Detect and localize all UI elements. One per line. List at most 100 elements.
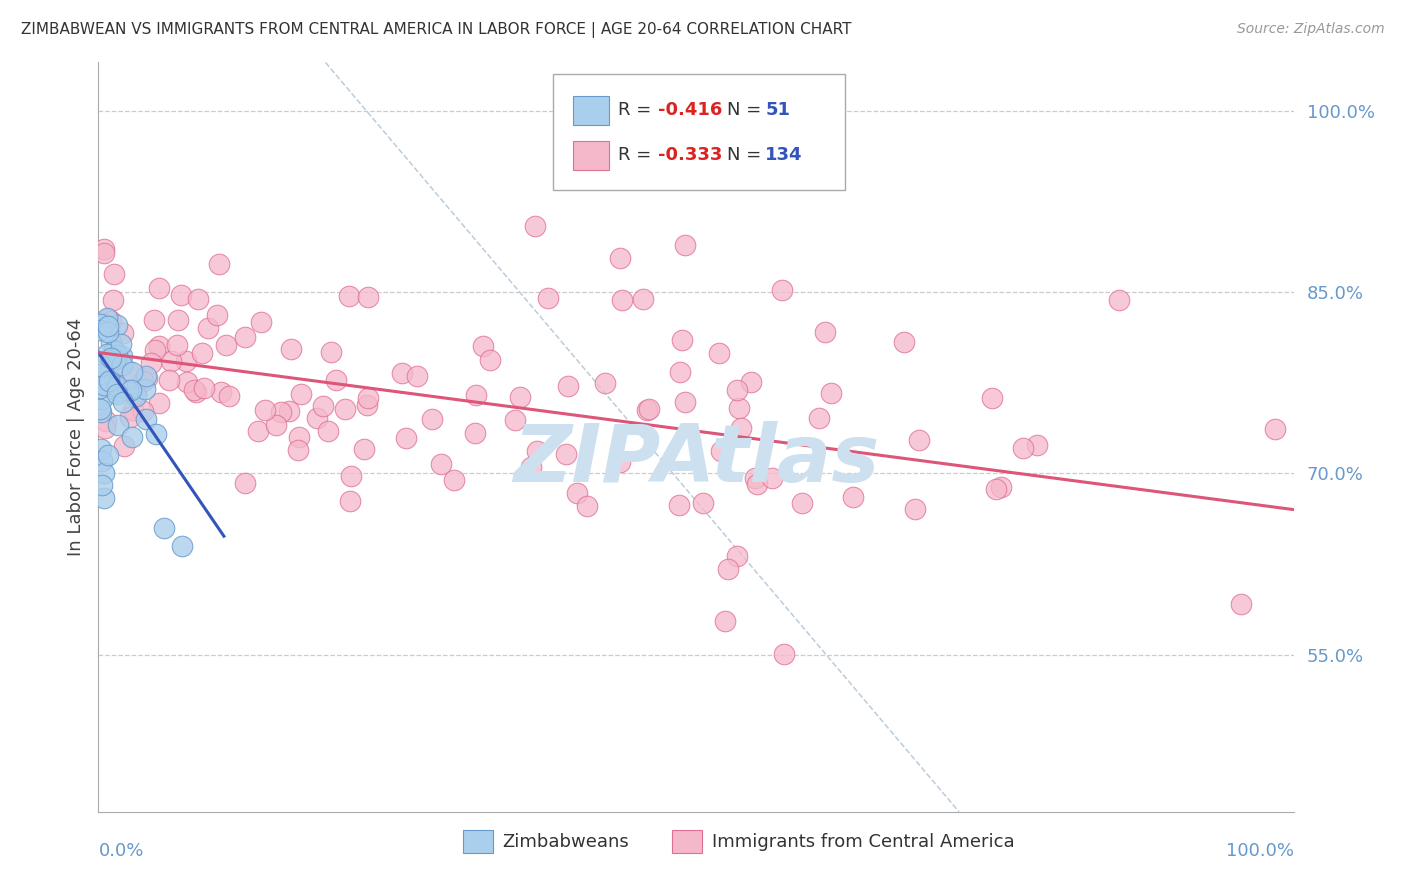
Point: [101, 350, 124, 364]
Point: [526, 444, 548, 458]
Point: [893, 334, 915, 349]
Point: [93, 467, 115, 481]
Point: [430, 457, 453, 471]
Point: [725, 383, 748, 397]
Point: [110, 359, 132, 373]
Point: [593, 376, 616, 390]
Point: [132, 404, 155, 418]
Point: [143, 343, 166, 357]
Point: [103, 343, 125, 357]
Point: [740, 375, 762, 389]
Point: [505, 413, 527, 427]
Point: [675, 395, 697, 409]
Point: [727, 401, 749, 415]
Point: [305, 411, 328, 425]
Point: [117, 384, 139, 398]
Point: [472, 339, 495, 353]
Point: [725, 549, 748, 564]
Point: [186, 384, 208, 399]
Point: [118, 410, 141, 425]
Point: [312, 399, 335, 413]
Point: [808, 410, 831, 425]
Point: [761, 471, 783, 485]
Point: [121, 430, 143, 444]
Point: [111, 326, 134, 340]
Point: [316, 425, 339, 439]
Point: [120, 383, 142, 397]
Point: [197, 320, 219, 334]
Point: [105, 379, 128, 393]
Point: [134, 383, 156, 397]
Point: [270, 404, 292, 418]
Text: 100.0%: 100.0%: [1226, 842, 1294, 860]
Point: [730, 420, 752, 434]
Point: [90, 442, 112, 457]
Point: [89, 322, 111, 336]
Point: [636, 403, 658, 417]
Point: [215, 338, 238, 352]
Point: [990, 480, 1012, 494]
Point: [391, 366, 413, 380]
Point: [770, 283, 793, 297]
Point: [121, 365, 143, 379]
Point: [233, 475, 256, 490]
Point: [443, 473, 465, 487]
Point: [981, 391, 1004, 405]
Point: [136, 371, 159, 385]
Point: [209, 384, 232, 399]
Text: R =: R =: [619, 101, 657, 119]
Point: [93, 491, 115, 505]
Point: [479, 353, 502, 368]
Point: [107, 384, 129, 398]
Point: [193, 381, 215, 395]
Text: ZIPAtlas: ZIPAtlas: [513, 420, 879, 499]
Point: [288, 430, 311, 444]
Point: [1229, 597, 1251, 611]
Point: [93, 376, 115, 390]
Point: [612, 293, 634, 307]
Point: [105, 356, 128, 370]
Point: [135, 412, 157, 426]
Text: -0.333: -0.333: [658, 145, 723, 163]
FancyBboxPatch shape: [553, 74, 845, 190]
Point: [264, 418, 287, 433]
Bar: [672, 830, 702, 853]
Point: [107, 418, 129, 433]
Point: [250, 315, 273, 329]
Text: Zimbabweans: Zimbabweans: [502, 833, 628, 851]
Point: [420, 412, 443, 426]
Point: [986, 482, 1008, 496]
Point: [280, 342, 302, 356]
Point: [394, 431, 416, 445]
Point: [110, 337, 132, 351]
Point: [166, 337, 188, 351]
Point: [143, 313, 166, 327]
Point: [290, 387, 312, 401]
Point: [100, 372, 122, 386]
Point: [170, 287, 193, 301]
Point: [1264, 422, 1286, 436]
Point: [464, 426, 486, 441]
Bar: [463, 830, 494, 853]
Point: [356, 398, 378, 412]
Point: [148, 281, 170, 295]
Text: ZIMBABWEAN VS IMMIGRANTS FROM CENTRAL AMERICA IN LABOR FORCE | AGE 20-64 CORRELA: ZIMBABWEAN VS IMMIGRANTS FROM CENTRAL AM…: [21, 22, 852, 38]
Point: [174, 354, 197, 368]
Point: [207, 308, 229, 322]
Point: [89, 401, 111, 416]
Point: [714, 615, 737, 629]
Point: [609, 251, 631, 265]
Point: [191, 346, 214, 360]
Point: [112, 438, 135, 452]
Point: [509, 390, 531, 404]
Point: [91, 454, 114, 468]
Point: [904, 502, 927, 516]
Point: [554, 447, 576, 461]
Point: [745, 477, 768, 491]
Point: [1026, 438, 1049, 452]
Point: [105, 347, 128, 361]
Point: [565, 486, 588, 500]
Point: [105, 387, 128, 401]
Point: [93, 363, 115, 377]
Bar: [572, 141, 609, 169]
